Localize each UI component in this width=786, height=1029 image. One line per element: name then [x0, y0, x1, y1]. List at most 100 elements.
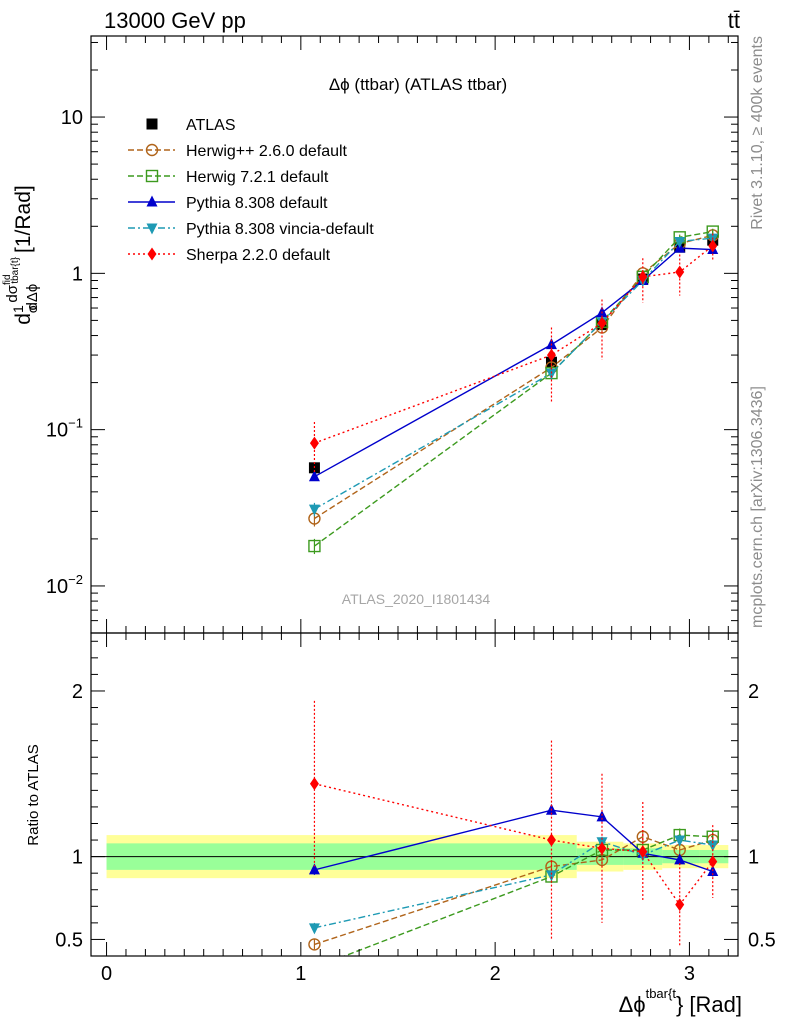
main-point-sherpa-2-2-0-default-3 [638, 270, 648, 284]
ylabel-one: 1 [10, 305, 26, 313]
legend-label-atlas: ATLAS [186, 117, 236, 134]
main-ytick-label-3: 10 [61, 107, 83, 129]
legend-entry-pythia-8-308-default: Pythia 8.308 default [128, 195, 328, 212]
legend-entry-atlas: ATLAS [146, 117, 236, 134]
svg-text:d1σdσfiddΔϕtbar{t}[1/Rad]: d1σdσfiddΔϕtbar{t} [1/Rad] [2, 185, 41, 324]
ratio-line-pythia-8-308-vincia-default [314, 839, 713, 929]
main-line-pythia-8-308-default [314, 247, 713, 478]
ratio-point-pythia-8-308-vincia-default-4 [674, 835, 686, 847]
legend-label-sherpa-2-2-0-default: Sherpa 2.2.0 default [186, 247, 331, 264]
xtick-label-3: 3 [684, 963, 695, 985]
main-point-pythia-8-308-vincia-default-1 [545, 368, 557, 380]
main-point-herwig-7-2-1-default-0 [308, 539, 321, 553]
legend-entry-pythia-8-308-vincia-default: Pythia 8.308 vincia-default [128, 221, 374, 238]
main-line-sherpa-2-2-0-default [314, 245, 714, 444]
ratio-point-pythia-8-308-default-2 [596, 810, 608, 822]
main-point-pythia-8-308-vincia-default-4 [674, 236, 686, 248]
xlabel-sup: tbar{t [646, 986, 677, 1001]
main-point-sherpa-2-2-0-default-0 [309, 436, 319, 450]
ratio-point-herwig-7-2-1-default-0 [309, 962, 320, 973]
main-point-sherpa-2-2-0-default-2 [597, 316, 607, 330]
ratio-point-sherpa-2-2-0-default-5 [708, 855, 718, 869]
analysis-id-label: ATLAS_2020_I1801434 [342, 591, 491, 607]
main-ytick-label-2: 1 [72, 263, 83, 285]
main-point-sherpa-2-2-0-default-1 [546, 348, 556, 362]
mcplots-credit-label: mcplots.cern.ch [arXiv:1306.3436] [749, 386, 766, 628]
ylabel-fid: fid [2, 274, 13, 285]
ratio-point-sherpa-2-2-0-default-2 [597, 841, 607, 855]
ylabel-sigma: σ [24, 304, 40, 313]
ylabel-d: d [12, 313, 35, 325]
legend-entry-herwig-7-2-1-default: Herwig 7.2.1 default [128, 169, 329, 186]
ratio-point-sherpa-2-2-0-default-3 [638, 845, 648, 859]
ratio-point-herwig-2-6-0-default-0 [308, 938, 321, 951]
xtick-label-1: 1 [295, 963, 306, 985]
ratio-line-pythia-8-308-default [314, 809, 713, 873]
xlabel-tail: } [Rad] [676, 992, 742, 1017]
legend-label-pythia-8-308-vincia-default: Pythia 8.308 vincia-default [186, 221, 374, 238]
ratio-point-sherpa-2-2-0-default-0 [309, 777, 319, 791]
legend-marker-herwig-7-2-1-default [145, 169, 159, 183]
main-series-layer [308, 225, 719, 555]
legend-label-herwig-2-6-0-default: Herwig++ 2.6.0 default [186, 143, 348, 160]
main-ytick-label-0: 10−2 [46, 572, 83, 598]
main-ytick-base-0: 10 [46, 576, 68, 598]
rivet-version-label: Rivet 3.1.10, ≥ 400k events [749, 36, 766, 230]
ratio-ytick-label-right-0: 0.5 [748, 929, 776, 951]
main-series-pythia-8-308-vincia-default [308, 233, 719, 517]
legend-entry-herwig-2-6-0-default: Herwig++ 2.6.0 default [128, 143, 348, 160]
main-series-pythia-8-308-default [308, 241, 719, 482]
legend-marker-atlas [146, 118, 158, 130]
main-ytick-label-1: 10−1 [46, 416, 83, 442]
legend: ATLAS Herwig++ 2.6.0 default Herwig 7.2.1 … [128, 117, 374, 264]
legend-marker-pythia-8-308-vincia-default [146, 223, 158, 235]
main-ytick-exp-1: −1 [68, 416, 83, 431]
legend-marker-pythia-8-308-default [146, 195, 158, 207]
main-line-pythia-8-308-vincia-default [314, 237, 713, 510]
main-point-pythia-8-308-vincia-default-0 [308, 504, 320, 516]
main-series-sherpa-2-2-0-default [309, 233, 718, 475]
main-series-atlas [308, 234, 719, 474]
ylabel-unit: [1/Rad] [12, 185, 35, 253]
ylabel-sub: tbar{t} [10, 256, 21, 283]
ratio-ytick-label-right-1: 1 [748, 847, 759, 869]
ratio-ytick-label-left-2: 2 [72, 681, 83, 703]
ratio-point-pythia-8-308-default-0 [308, 863, 320, 875]
ratio-series-layer [308, 700, 719, 973]
ratio-point-pythia-8-308-vincia-default-1 [545, 870, 557, 882]
ratio-line-sherpa-2-2-0-default [314, 783, 714, 906]
main-series-herwig-2-6-0-default [308, 229, 719, 527]
x-axis-label: Δϕtbar{t} [Rad] [619, 986, 742, 1017]
main-ytick-base-1: 10 [46, 420, 68, 442]
ratio-ytick-label-left-1: 1 [72, 847, 83, 869]
legend-entry-sherpa-2-2-0-default: Sherpa 2.2.0 default [128, 247, 331, 264]
legend-marker-sherpa-2-2-0-default [147, 247, 157, 261]
ratio-y-axis-label: Ratio to ATLAS [25, 744, 42, 845]
main-line-herwig-7-2-1-default [314, 230, 713, 547]
ratio-point-sherpa-2-2-0-default-1 [546, 833, 556, 847]
ratio-point-pythia-8-308-default-4 [674, 853, 686, 865]
main-ytick-base-2: 1 [72, 263, 83, 285]
legend-label-herwig-7-2-1-default: Herwig 7.2.1 default [186, 169, 329, 186]
ratio-frame [90, 632, 739, 957]
xlabel-main: Δϕ [619, 992, 646, 1017]
ratio-point-pythia-8-308-vincia-default-0 [308, 923, 320, 935]
header-process-label: tt̄ [728, 8, 740, 33]
main-panel-title: Δϕ (ttbar) (ATLAS ttbar) [329, 75, 507, 94]
ylabel-dsigma: dσ [4, 284, 21, 302]
legend-label-pythia-8-308-default: Pythia 8.308 default [186, 195, 328, 212]
panel-frames [90, 35, 739, 957]
ratio-ytick-label-left-0: 0.5 [55, 929, 83, 951]
main-point-pythia-8-308-default-0 [308, 470, 320, 482]
ratio-series-sherpa-2-2-0-default [309, 700, 718, 947]
main-line-herwig-2-6-0-default [314, 234, 713, 520]
xtick-label-2: 2 [490, 963, 501, 985]
main-point-sherpa-2-2-0-default-4 [675, 265, 685, 279]
ratio-ytick-label-right-2: 2 [748, 681, 759, 703]
ratio-point-sherpa-2-2-0-default-4 [675, 898, 685, 912]
main-series-herwig-7-2-1-default [308, 225, 719, 555]
main-ytick-base-3: 10 [61, 107, 83, 129]
header-energy-label: 13000 GeV pp [104, 8, 246, 33]
